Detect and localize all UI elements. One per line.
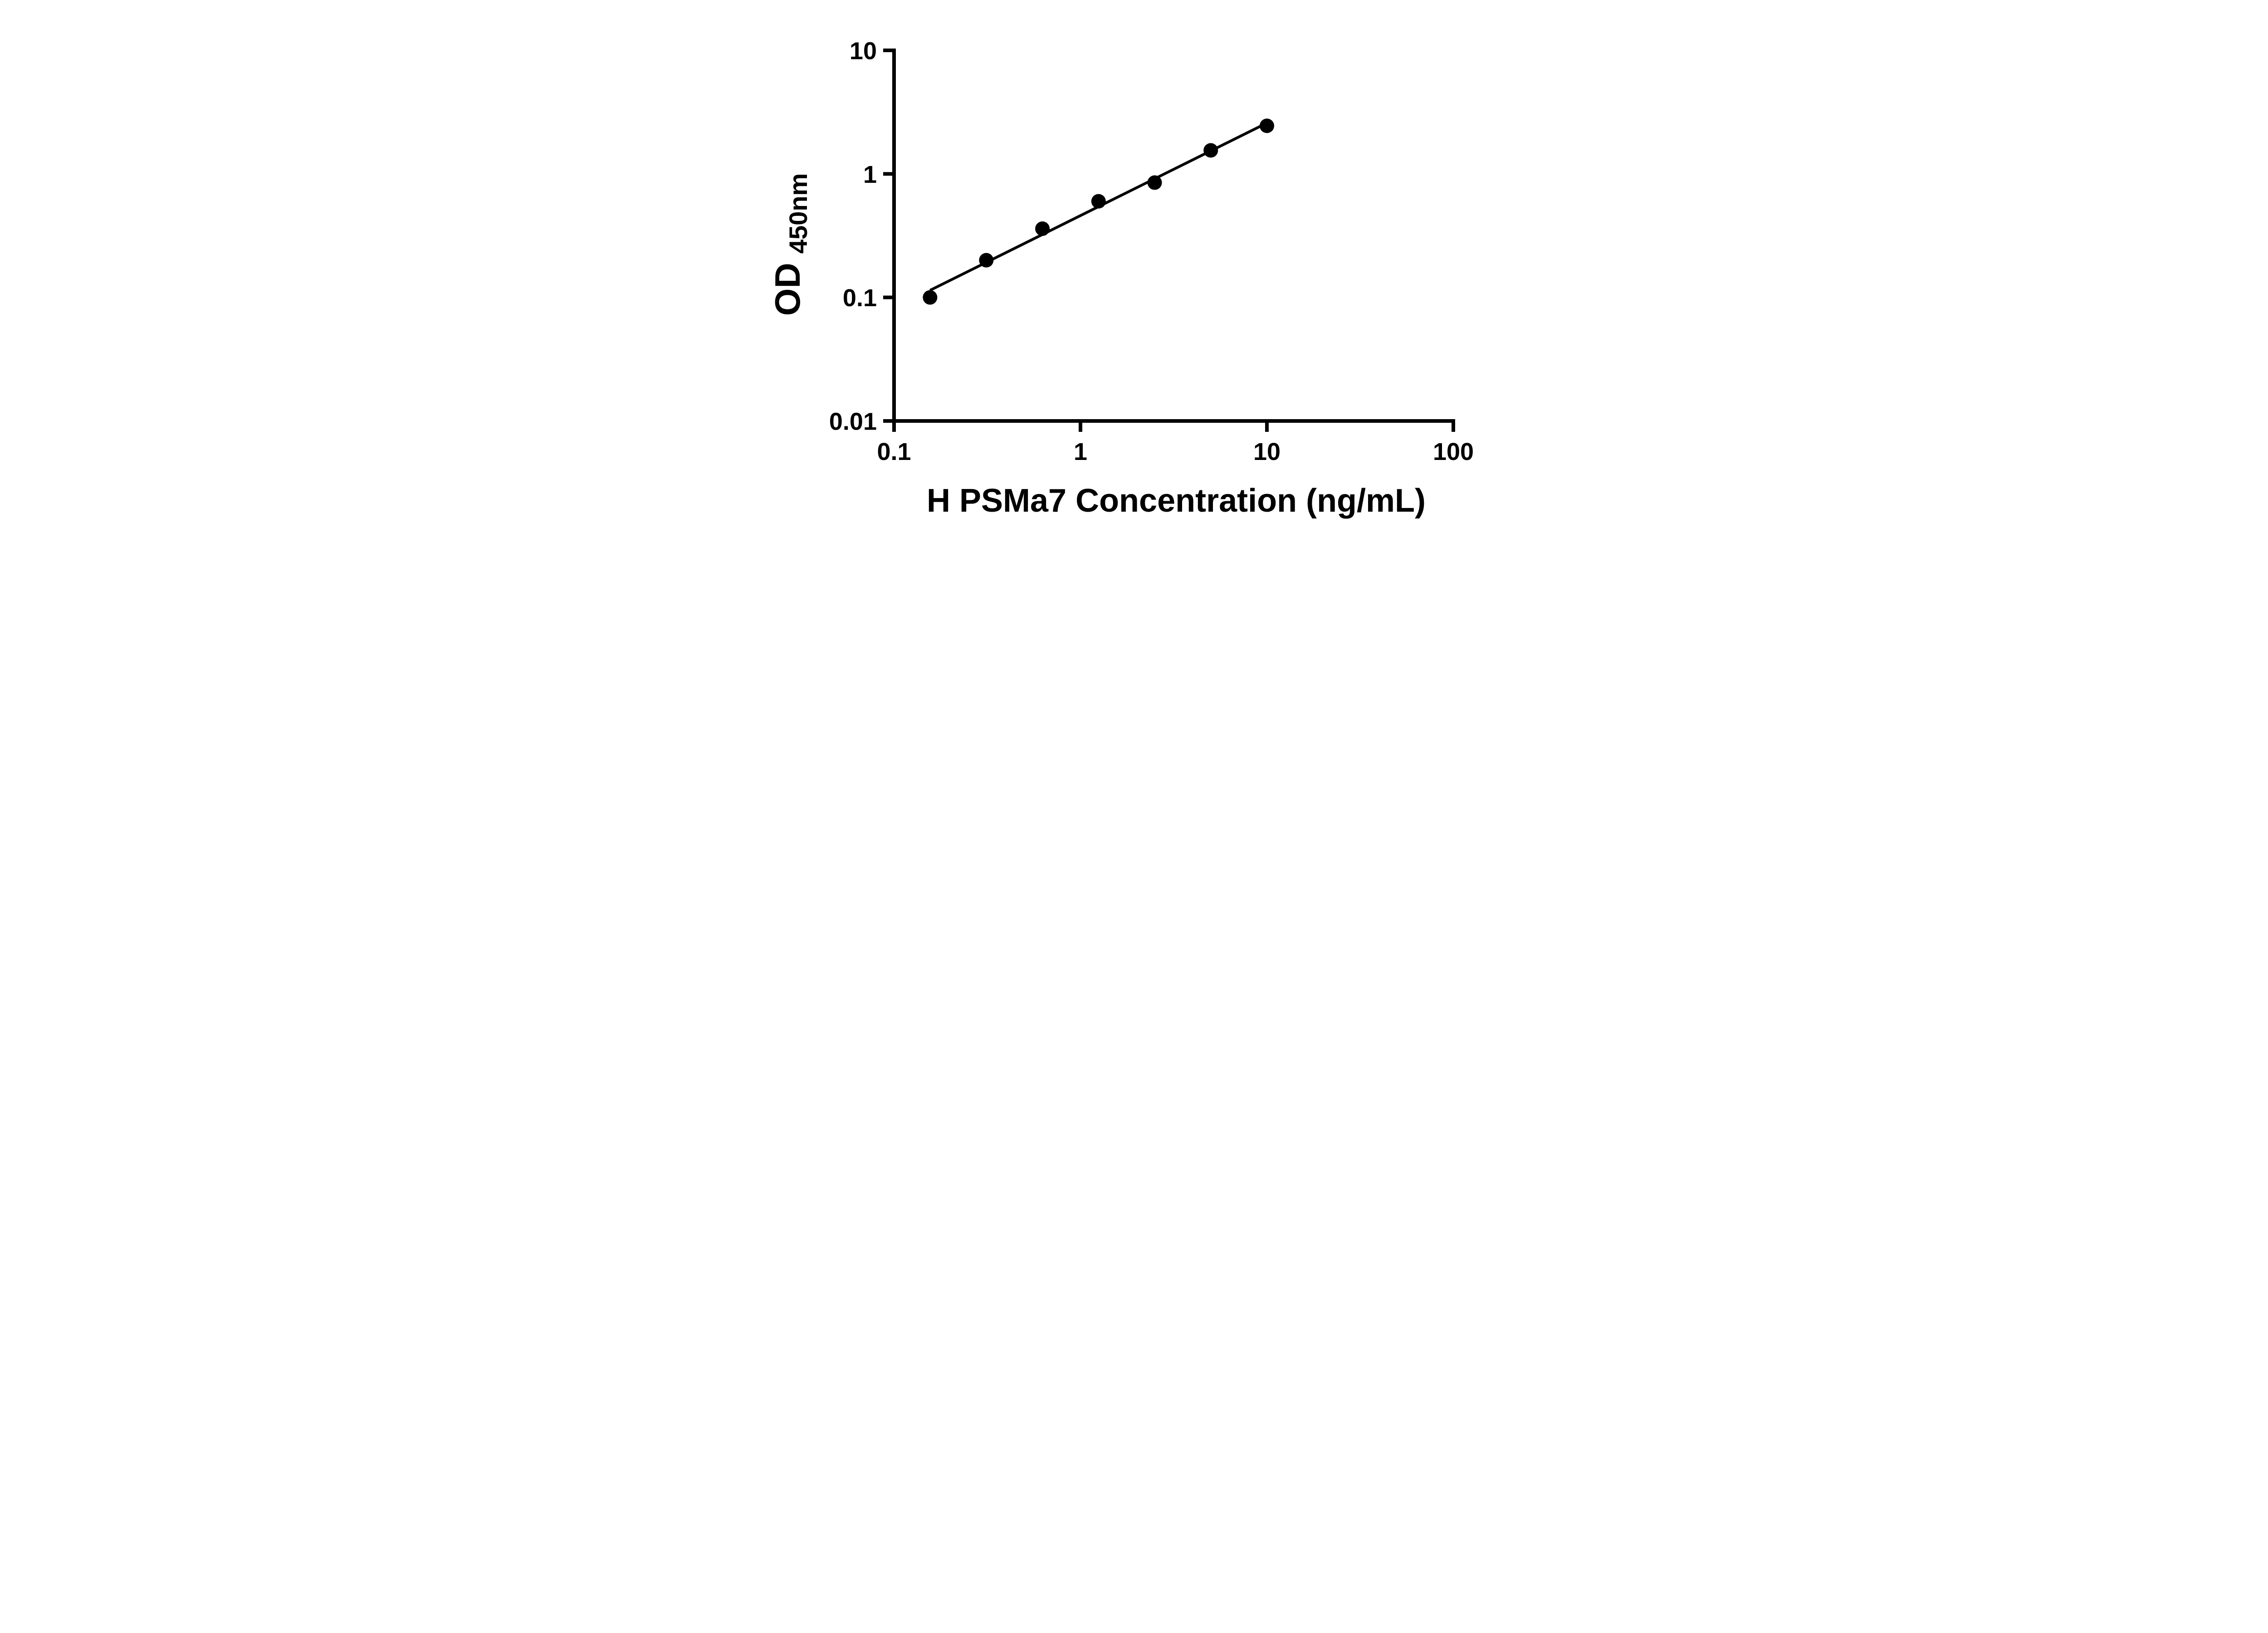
- data-point: [923, 290, 938, 305]
- data-series: [923, 118, 1274, 305]
- x-tick-label: 0.1: [877, 438, 911, 465]
- elisa-standard-curve-figure: 0.1 1 10 100 0.01 0.1 1 10 H PSMa7 Concentrati…: [745, 0, 1523, 544]
- y-tick-label: 1: [863, 161, 877, 188]
- y-tick-label: 0.1: [843, 284, 877, 312]
- data-point: [1203, 143, 1218, 158]
- chart-container: 0.1 1 10 100 0.01 0.1 1 10 H PSMa7 Concentrati…: [745, 0, 1523, 544]
- data-point: [1091, 194, 1106, 209]
- x-axis-title: H PSMa7 Concentration (ng/mL): [927, 483, 1426, 519]
- x-tick-label: 10: [1253, 438, 1281, 465]
- data-point: [979, 253, 994, 268]
- x-axis-ticks: 0.1 1 10 100: [877, 421, 1474, 465]
- y-axis-ticks: 0.01 0.1 1 10: [829, 37, 894, 435]
- y-axis-title-main: OD: [767, 263, 807, 316]
- data-point: [1035, 221, 1050, 236]
- y-tick-label: 0.01: [829, 408, 877, 435]
- y-axis-title-sub: 450nm: [784, 173, 812, 254]
- x-tick-label: 1: [1074, 438, 1087, 465]
- data-point: [1260, 118, 1274, 133]
- y-axis-title: OD 450nm: [767, 173, 812, 316]
- data-point: [1147, 175, 1162, 190]
- x-tick-label: 100: [1433, 438, 1474, 465]
- y-tick-label: 10: [850, 37, 877, 64]
